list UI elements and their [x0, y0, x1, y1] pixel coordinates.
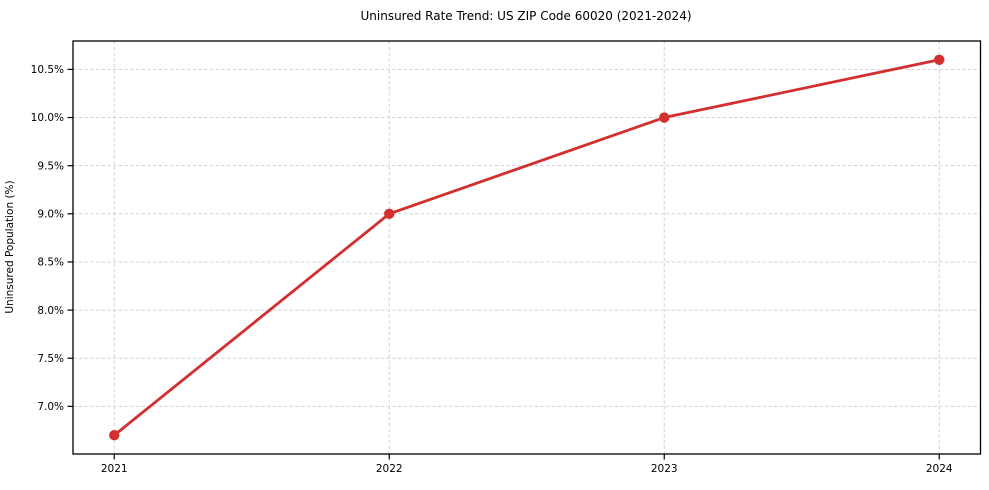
data-point [934, 54, 945, 65]
y-tick-label: 7.0% [37, 401, 64, 413]
x-tick-label: 2023 [651, 463, 678, 475]
y-tick-label: 10.0% [31, 112, 64, 124]
x-tick-label: 2022 [376, 463, 403, 475]
series-layer [109, 54, 945, 441]
y-tick-label: 9.0% [37, 209, 64, 221]
y-tick-label: 7.5% [37, 353, 64, 365]
y-tick-label: 10.5% [31, 64, 64, 76]
data-point [659, 112, 670, 123]
trend-line [112, 58, 941, 437]
chart-title: Uninsured Rate Trend: US ZIP Code 60020 … [360, 9, 691, 23]
x-tick-label: 2021 [101, 463, 128, 475]
y-axis-label: Uninsured Population (%) [4, 180, 16, 313]
plot-border [72, 40, 982, 455]
y-tick-label: 8.0% [37, 305, 64, 317]
x-tick-label: 2024 [926, 463, 953, 475]
data-point [109, 430, 120, 441]
data-point [384, 208, 395, 220]
axis-layer: 7.0% 7.5% 8.0% 8.5% 9.0% 9.5% 10.0% 10.5% 2021 20… [31, 40, 982, 475]
y-tick-label: 8.5% [37, 257, 64, 269]
grid-layer [73, 41, 981, 454]
y-tick-label: 9.5% [37, 160, 64, 172]
